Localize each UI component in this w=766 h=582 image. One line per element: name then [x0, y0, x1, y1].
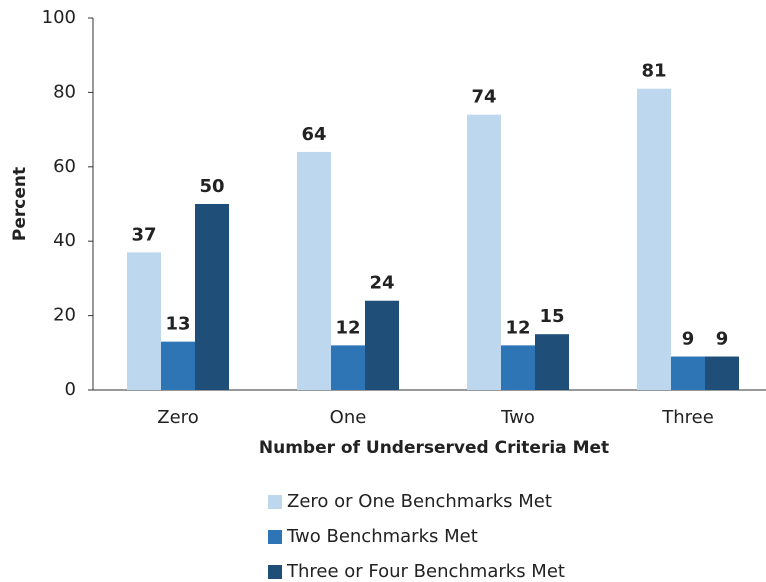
x-tick-label: Zero: [157, 407, 198, 428]
bar: [297, 151, 331, 390]
legend-label: Zero or One Benchmarks Met: [287, 491, 552, 512]
value-label: 64: [301, 124, 326, 145]
y-tick-label: 80: [53, 81, 76, 102]
bar: [637, 88, 671, 391]
y-tick-label: 20: [53, 305, 76, 326]
legend-swatch: [268, 530, 282, 544]
legend-label: Two Benchmarks Met: [286, 526, 478, 547]
legend-label: Three or Four Benchmarks Met: [286, 561, 565, 582]
value-label: 81: [641, 61, 666, 82]
legend-swatch: [268, 495, 282, 509]
value-label: 24: [369, 273, 394, 294]
bar: [365, 300, 399, 390]
bar: [161, 341, 195, 390]
y-tick-label: 100: [42, 7, 76, 28]
bar: [705, 356, 739, 390]
value-label: 12: [505, 317, 530, 338]
value-label: 15: [539, 306, 564, 327]
bar: [535, 334, 569, 390]
x-tick-label: Three: [661, 407, 714, 428]
x-axis-title: Number of Underserved Criteria Met: [259, 438, 609, 458]
value-label: 50: [199, 176, 224, 197]
value-label: 37: [131, 224, 156, 245]
x-tick-label: Two: [500, 407, 535, 428]
value-label: 9: [682, 329, 695, 350]
value-label: 13: [165, 314, 190, 335]
y-axis-title: Percent: [10, 167, 30, 241]
value-label: 9: [716, 329, 729, 350]
bar: [671, 356, 705, 390]
bar: [501, 345, 535, 390]
bar: [195, 204, 229, 390]
y-tick-label: 0: [65, 379, 76, 400]
legend-swatch: [268, 565, 282, 579]
x-tick-label: One: [330, 407, 367, 428]
bar: [467, 114, 501, 390]
y-tick-label: 40: [53, 230, 76, 251]
bar: [127, 252, 161, 390]
value-label: 12: [335, 317, 360, 338]
y-tick-label: 60: [53, 156, 76, 177]
bar: [331, 345, 365, 390]
value-label: 74: [471, 87, 496, 108]
